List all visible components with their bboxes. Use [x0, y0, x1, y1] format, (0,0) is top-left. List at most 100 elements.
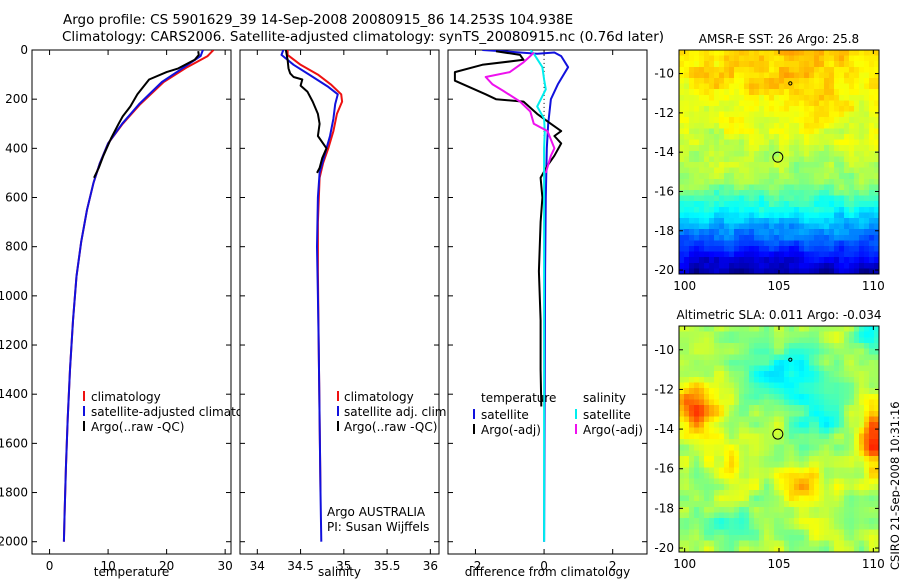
- temperature-xtick-label: 0: [46, 559, 54, 573]
- sst-map-cell: [744, 134, 750, 141]
- sla-map-cell: [819, 422, 825, 429]
- sst-map-cell: [729, 72, 735, 79]
- salinity-xtick-label: 35.5: [374, 559, 401, 573]
- sst-map-cell: [719, 156, 725, 163]
- sla-map-cell: [784, 501, 790, 508]
- sla-map-cell: [779, 444, 785, 451]
- sla-map-cell: [844, 422, 850, 429]
- sla-map-cell: [829, 501, 835, 508]
- sla-map-cell: [774, 439, 780, 446]
- sla-map-cell: [689, 416, 695, 423]
- sst-map-cell: [749, 122, 755, 129]
- sla-map-cell: [874, 382, 880, 389]
- sst-map-cell: [729, 134, 735, 141]
- sst-map-cell: [809, 206, 815, 213]
- sla-map-cell: [689, 512, 695, 519]
- sst-map-cell: [874, 173, 880, 180]
- sst-map-cell: [789, 268, 795, 275]
- sla-map-cell: [834, 546, 840, 553]
- sla-map-cell: [714, 540, 720, 547]
- sla-map-cell: [794, 467, 800, 474]
- sla-map-cell: [729, 495, 735, 502]
- sla-map-cell: [859, 478, 865, 485]
- sla-map-cell: [754, 501, 760, 508]
- sst-map-cell: [874, 162, 880, 169]
- sla-map-cell: [799, 382, 805, 389]
- sst-map-cell: [759, 206, 765, 213]
- sla-map-cell: [729, 382, 735, 389]
- sla-map-cell: [789, 388, 795, 395]
- sst-map-cell: [839, 150, 845, 157]
- sst-map-cell: [759, 134, 765, 141]
- sst-map-cell: [804, 55, 810, 62]
- sst-map-cell: [769, 145, 775, 152]
- sst-map-cell: [714, 251, 720, 258]
- sla-map-cell: [844, 416, 850, 423]
- sst-map-cell: [849, 262, 855, 269]
- sst-map-cell: [749, 128, 755, 135]
- temperature-xtick-label: 10: [100, 559, 115, 573]
- sla-map-cell: [829, 371, 835, 378]
- sla-map-cell: [844, 455, 850, 463]
- sst-map-cell: [859, 218, 865, 225]
- sst-map-cell: [769, 106, 775, 113]
- sst-map-cell: [724, 251, 730, 258]
- sla-map-cell: [684, 455, 690, 463]
- sst-map-cell: [829, 139, 835, 146]
- sst-map-cell: [679, 178, 685, 185]
- sla-map-cell: [809, 354, 815, 361]
- temperature-axes-box: [31, 49, 232, 555]
- difference-legend-header-salinity: salinity: [583, 391, 626, 405]
- sla-map-cell: [749, 472, 755, 480]
- sst-map-cell: [739, 201, 745, 208]
- sst-map-cell: [699, 240, 705, 247]
- sst-map-cell: [864, 234, 870, 241]
- sst-map-cell: [759, 178, 765, 185]
- sla-map-cell: [859, 455, 865, 463]
- sla-map-cell: [844, 376, 850, 384]
- sst-map-cell: [734, 128, 740, 135]
- sla-map-cell: [754, 326, 760, 333]
- sla-map-cell: [679, 450, 685, 457]
- sla-map-cell: [799, 489, 805, 497]
- sst-map-cell: [854, 229, 860, 236]
- sla-map-xtick-label: 110: [862, 557, 885, 571]
- sla-map-cell: [759, 331, 765, 338]
- sla-map-cell: [799, 422, 805, 429]
- sst-map-cell: [709, 150, 715, 157]
- sla-map-cell: [824, 472, 830, 480]
- sla-map-cell: [744, 439, 750, 446]
- sla-map-cell: [724, 399, 730, 406]
- sst-map-cell: [724, 201, 730, 208]
- sla-map-cell: [729, 512, 735, 519]
- sst-map-cell: [794, 240, 800, 247]
- sst-map-cell: [759, 184, 765, 191]
- sla-map-cell: [724, 388, 730, 395]
- sst-map-cell: [784, 268, 790, 275]
- sst-map-cell: [834, 268, 840, 275]
- sst-map-cell: [744, 190, 750, 197]
- sst-map-cell: [679, 201, 685, 208]
- sla-map-cell: [774, 501, 780, 508]
- sst-map-cell: [864, 156, 870, 163]
- sst-map-cell: [834, 117, 840, 124]
- sst-map-cell: [679, 134, 685, 141]
- sla-map-cells: [679, 326, 880, 553]
- sla-map-cell: [719, 331, 725, 338]
- sla-map-cell: [689, 433, 695, 440]
- sst-map-cell: [824, 251, 830, 258]
- sla-map-cell: [794, 512, 800, 519]
- sst-map-cell: [779, 178, 785, 185]
- sla-map-cell: [859, 535, 865, 542]
- sla-map-cell: [744, 326, 750, 333]
- sla-map-cell: [824, 376, 830, 384]
- sst-map-cell: [694, 66, 700, 73]
- sst-map-cell: [819, 111, 825, 118]
- sla-map-cell: [684, 348, 690, 355]
- sla-map-cell: [729, 337, 735, 344]
- sst-map-cell: [739, 206, 745, 213]
- sla-map-cell: [779, 467, 785, 474]
- sst-map-cell: [784, 190, 790, 197]
- sla-map-cell: [699, 371, 705, 378]
- sla-map-cell: [789, 478, 795, 485]
